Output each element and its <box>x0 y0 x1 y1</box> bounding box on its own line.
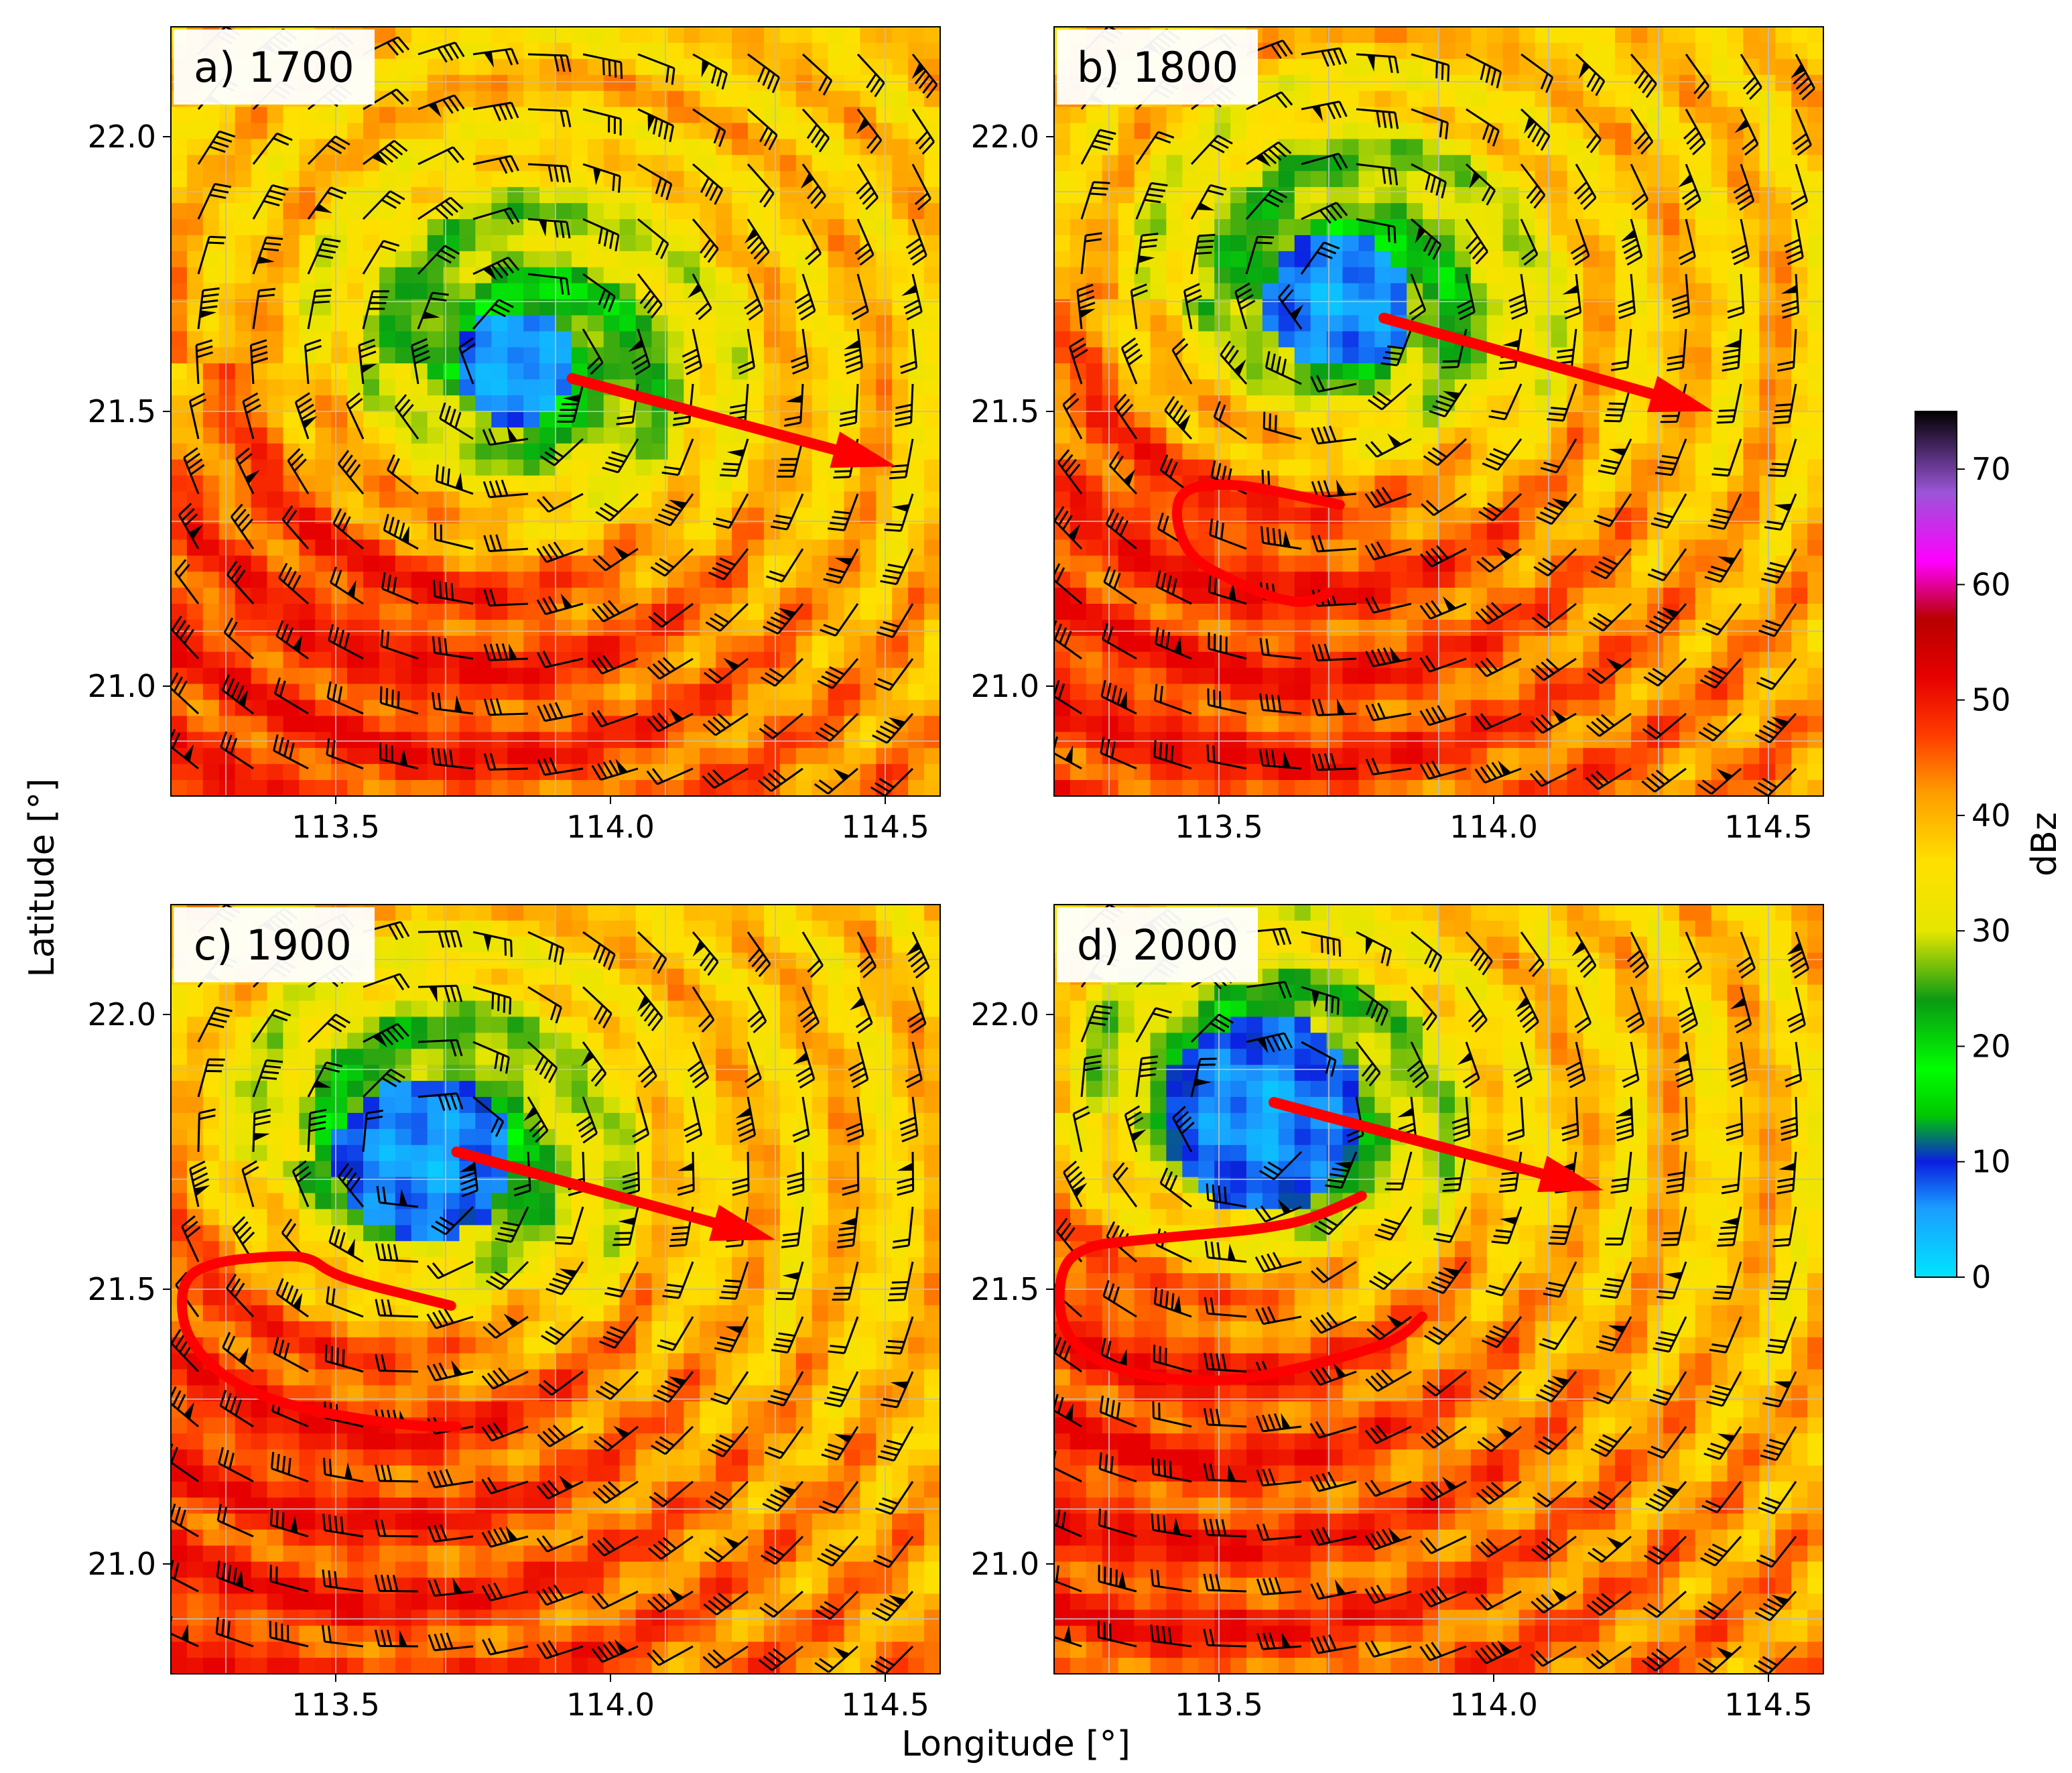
x-tick-label: 114.0 <box>566 809 655 845</box>
y-tick-label: 21.5 <box>88 1271 156 1307</box>
colorbar-tick-label: 10 <box>1971 1144 2011 1180</box>
y-tick-label: 21.0 <box>971 668 1039 704</box>
y-tick-label: 22.0 <box>88 119 156 155</box>
x-tick-label: 113.5 <box>292 809 380 845</box>
panel-label: a) 1700 <box>194 43 354 92</box>
y-tick-label: 22.0 <box>971 996 1039 1033</box>
reflectivity-field <box>171 905 940 1674</box>
colorbar-tick-label: 40 <box>1971 797 2011 834</box>
wind-barbs <box>1054 905 1810 1674</box>
colorbar-tick-label: 0 <box>1971 1259 1991 1295</box>
motion-arrow-head <box>1646 376 1713 413</box>
motion-arrow <box>451 1146 720 1228</box>
panel-a: a) 1700 113.5 114.0 114.5 21.0 21.5 22.0 <box>88 26 941 845</box>
colorbar-tick-label: 50 <box>1971 682 2011 718</box>
y-tick-label: 21.0 <box>88 668 156 704</box>
x-tick-label: 114.5 <box>1724 809 1813 845</box>
panel-label: d) 2000 <box>1077 921 1238 970</box>
panel-label-box <box>174 907 375 982</box>
rainband-curve <box>1171 479 1345 607</box>
x-tick-label: 114.0 <box>1449 809 1538 845</box>
motion-arrow-head <box>708 1204 775 1241</box>
panel-label-box <box>1057 29 1258 105</box>
y-tick-label: 21.0 <box>971 1546 1039 1582</box>
y-tick-label: 21.5 <box>971 1271 1039 1307</box>
rainband-curve <box>1054 1191 1427 1386</box>
y-tick-label: 21.5 <box>88 393 156 430</box>
panel-label-box <box>174 29 375 105</box>
y-tick-label: 21.5 <box>971 393 1039 430</box>
panel-b: b) 1800 113.5 114.0 114.5 21.0 21.5 22.0 <box>971 26 1824 845</box>
colorbar-tick-label: 30 <box>1971 913 2011 949</box>
y-tick-label: 22.0 <box>971 119 1039 155</box>
x-tick-label: 113.5 <box>1175 1687 1263 1723</box>
x-tick-label: 114.5 <box>841 1687 929 1723</box>
panel-c: c) 1900 113.5 114.0 114.5 21.0 21.5 22.0 <box>88 904 941 1723</box>
panel-label: b) 1800 <box>1077 43 1238 92</box>
motion-arrow <box>566 373 840 456</box>
reflectivity-field <box>1054 905 1823 1674</box>
colorbar: 0 10 20 30 40 50 60 70 dBz <box>1915 411 2065 1295</box>
wind-barbs <box>171 905 930 1674</box>
x-tick-label: 114.0 <box>566 1687 655 1723</box>
x-tick-label: 113.5 <box>1175 809 1263 845</box>
colorbar-tick-label: 70 <box>1971 451 2011 487</box>
x-axis-label: Longitude [°] <box>901 1724 1130 1764</box>
colorbar-label: dBz <box>2024 812 2065 876</box>
x-tick-label: 114.5 <box>1724 1687 1813 1723</box>
x-tick-label: 114.5 <box>841 809 929 845</box>
reflectivity-field <box>171 27 940 796</box>
x-tick-label: 114.0 <box>1449 1687 1538 1723</box>
motion-arrow-head <box>1537 1155 1604 1192</box>
x-tick-label: 113.5 <box>292 1687 380 1723</box>
colorbar-tick-label: 20 <box>1971 1028 2011 1064</box>
panel-d: d) 2000 113.5 114.0 114.5 21.0 21.5 22.0 <box>971 904 1824 1723</box>
gridlines <box>1054 905 1823 1674</box>
motion-arrow <box>1378 312 1658 400</box>
y-tick-label: 21.0 <box>88 1546 156 1582</box>
rainband-curve <box>176 1251 462 1432</box>
colorbar-tick-label: 60 <box>1971 566 2011 602</box>
panel-label-box <box>1057 907 1258 982</box>
colorbar-ticks: 0 10 20 30 40 50 60 70 <box>1957 451 2011 1295</box>
colorbar-gradient <box>1915 411 1957 1278</box>
y-tick-label: 22.0 <box>88 996 156 1033</box>
motion-arrow-head <box>830 432 897 468</box>
motion-arrow <box>1269 1097 1548 1179</box>
panel-label: c) 1900 <box>194 921 352 970</box>
y-axis-label: Latitude [°] <box>22 778 62 977</box>
